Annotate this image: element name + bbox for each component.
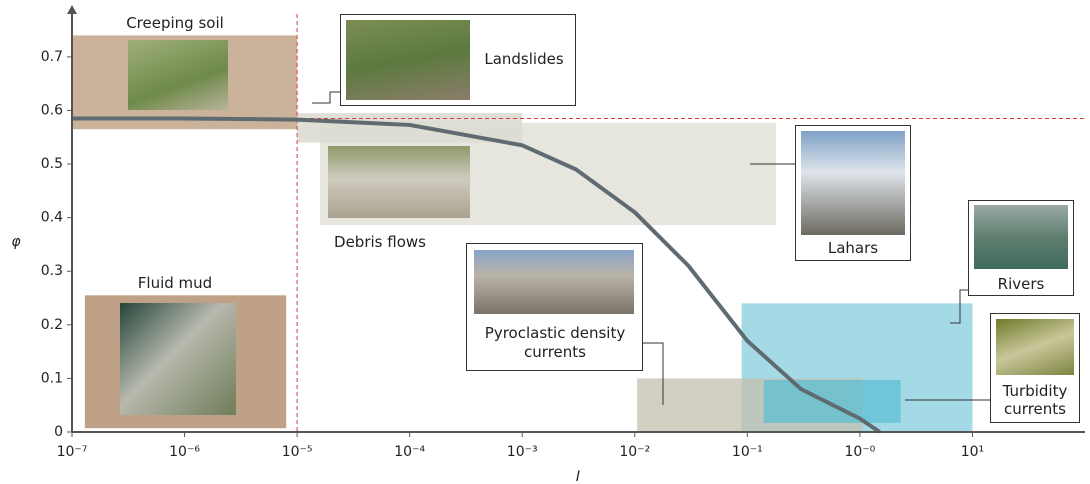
y-tick-label: 0.7 — [41, 49, 63, 65]
x-tick-label: 10⁻⁶ — [169, 444, 200, 460]
callout-label: Lahars — [795, 239, 911, 257]
leader-line — [312, 92, 340, 103]
x-tick-label: 10⁻³ — [507, 444, 538, 460]
region-label: Debris flows — [320, 233, 440, 251]
y-axis-arrow — [67, 5, 77, 14]
photo — [996, 319, 1074, 375]
y-tick-label: 0.1 — [41, 370, 63, 386]
x-tick-label: 10⁻⁷ — [57, 444, 88, 460]
y-axis-label: φ — [11, 234, 21, 250]
y-tick-label: 0.3 — [41, 263, 63, 279]
x-tick-label: 10⁻¹ — [732, 444, 763, 460]
x-tick-label: 10⁻⁵ — [282, 444, 313, 460]
photo — [974, 205, 1068, 269]
region-label: Creeping soil — [100, 14, 250, 32]
x-tick-label: 10⁻⁴ — [394, 444, 425, 460]
y-tick-label: 0 — [54, 424, 63, 440]
region-label: Fluid mud — [100, 274, 250, 292]
callout-label: Turbidity currents — [990, 382, 1080, 418]
photo — [346, 20, 470, 100]
callout-label: Pyroclastic density currents — [470, 324, 640, 362]
y-tick-label: 0.4 — [41, 210, 63, 226]
y-tick-label: 0.2 — [41, 317, 63, 333]
region — [764, 380, 901, 423]
y-tick-label: 0.6 — [41, 102, 63, 118]
x-axis-label: I — [576, 469, 580, 484]
photo — [328, 146, 470, 218]
photo — [801, 131, 905, 235]
x-tick-label: 10¹ — [961, 444, 984, 460]
x-tick-label: 10⁻² — [619, 444, 650, 460]
photo — [120, 303, 236, 415]
x-tick-label: 10⁻⁰ — [844, 444, 875, 460]
photo — [474, 250, 634, 314]
figure: φ I 0 0.1 0.2 0.3 0.4 0.5 0.6 0.7 10⁻⁷ 10⁻⁶ 10⁻⁵ 10… — [0, 0, 1090, 484]
callout-label: Rivers — [968, 275, 1074, 293]
callout-label: Landslides — [472, 50, 576, 68]
y-tick-label: 0.5 — [41, 156, 63, 172]
photo — [128, 40, 228, 110]
